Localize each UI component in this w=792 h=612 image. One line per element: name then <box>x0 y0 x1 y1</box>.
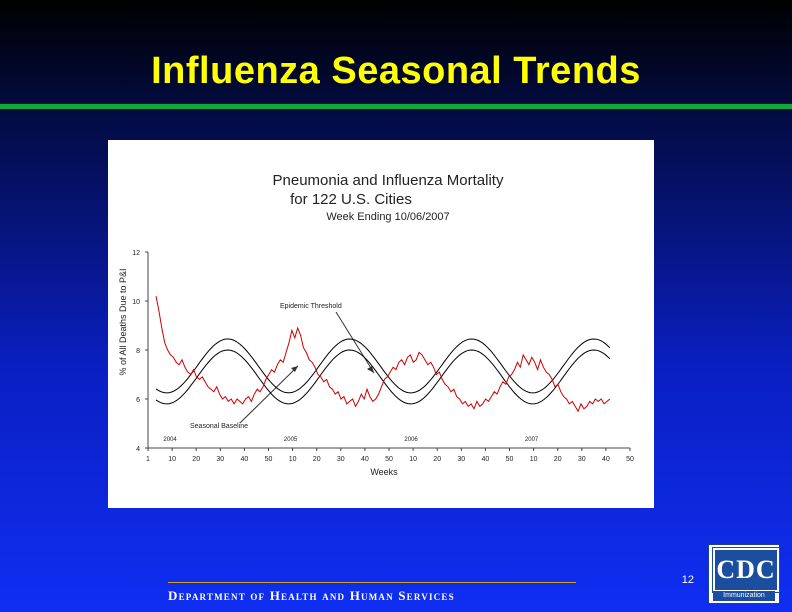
chart-title: Pneumonia and Influenza Mortality <box>273 172 504 189</box>
year-label: 2005 <box>284 437 298 443</box>
year-label: 2006 <box>404 437 418 443</box>
x-tick-label: 1 <box>146 456 150 463</box>
plot-area: 4 6 8 10 12 1 10 20 30 40 50 10 20 30 40 50 10 20 30 40 50 10… <box>132 250 634 463</box>
threshold-arrow <box>335 311 375 374</box>
chart-title-line2: for 122 U.S. Cities <box>290 191 412 208</box>
page-number: 12 <box>681 574 694 586</box>
threshold-line <box>155 338 611 394</box>
y-tick-label: 12 <box>132 250 140 257</box>
mortality-chart: Pneumonia and Influenza Mortality for 12… <box>118 172 634 477</box>
chart-panel: Pneumonia and Influenza Mortality for 12… <box>108 140 654 508</box>
cdc-logo-subtext: Immunization <box>713 591 775 601</box>
x-tick-label: 40 <box>361 456 369 463</box>
title-divider <box>0 104 792 109</box>
x-tick-label: 30 <box>457 456 465 463</box>
year-label: 2007 <box>525 437 539 443</box>
x-tick-label: 10 <box>530 456 538 463</box>
year-label: 2004 <box>163 437 177 443</box>
baseline-annotation: Seasonal Baseline <box>190 423 248 430</box>
x-tick-label: 20 <box>433 456 441 463</box>
x-tick-label: 40 <box>241 456 249 463</box>
cdc-logo-mark: CDC <box>713 548 779 592</box>
observed-line <box>155 296 611 413</box>
x-tick-label: 50 <box>506 456 514 463</box>
x-tick-label: 10 <box>409 456 417 463</box>
x-tick-label: 20 <box>313 456 321 463</box>
chart-subtitle: Week Ending 10/06/2007 <box>326 211 449 223</box>
threshold-annotation: Epidemic Threshold <box>280 303 342 310</box>
x-tick-label: 50 <box>626 456 634 463</box>
footer-department: Department of Health and Human Services <box>168 588 455 603</box>
x-tick-label: 10 <box>289 456 297 463</box>
x-tick-label: 20 <box>192 456 200 463</box>
y-axis-label: % of All Deaths Due to P&I <box>118 268 128 375</box>
y-tick-label: 10 <box>132 299 140 306</box>
footer-divider <box>168 582 576 583</box>
y-tick-label: 6 <box>136 397 140 404</box>
x-tick-label: 50 <box>385 456 393 463</box>
x-tick-label: 20 <box>554 456 562 463</box>
x-tick-label: 10 <box>168 456 176 463</box>
x-tick-label: 40 <box>482 456 490 463</box>
cdc-logo: CDC Immunization <box>708 544 780 604</box>
baseline-line <box>155 349 611 405</box>
threshold-arrowhead <box>367 366 374 373</box>
x-tick-label: 30 <box>337 456 345 463</box>
slide-title: Influenza Seasonal Trends <box>151 50 641 92</box>
x-axis-label: Weeks <box>370 467 398 477</box>
x-tick-label: 30 <box>578 456 586 463</box>
x-tick-label: 40 <box>602 456 610 463</box>
baseline-arrowhead <box>291 366 298 372</box>
x-tick-label: 50 <box>265 456 273 463</box>
y-tick-label: 4 <box>136 446 140 453</box>
baseline-arrow <box>239 365 299 424</box>
x-tick-label: 30 <box>216 456 224 463</box>
y-tick-label: 8 <box>136 348 140 355</box>
